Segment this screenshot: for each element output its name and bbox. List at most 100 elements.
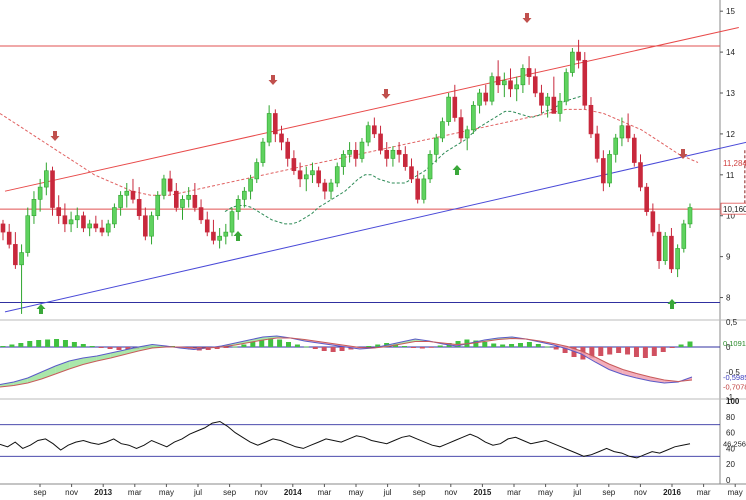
candle-up — [44, 170, 49, 188]
macd-fill — [249, 337, 263, 343]
buy-arrow-icon — [233, 231, 243, 241]
macd-fill — [636, 373, 651, 381]
macd-tick-label: -0,5 — [726, 368, 740, 377]
time-axis-label: sep — [413, 488, 426, 497]
candle-down — [62, 215, 68, 225]
time-axis-label: jul — [193, 488, 202, 497]
candle-down — [576, 51, 581, 61]
macd-histogram-bar — [642, 347, 648, 358]
candle-up — [464, 129, 470, 139]
time-axis-label: nov — [65, 488, 78, 497]
candle-down — [13, 244, 18, 266]
candle-up — [112, 207, 117, 225]
macd-histogram-bar — [482, 342, 488, 347]
candle-down — [56, 207, 62, 217]
candle-down — [644, 186, 649, 212]
candle-down — [0, 223, 6, 233]
candle-up — [502, 80, 507, 86]
macd-fill — [27, 372, 42, 383]
buy-arrow-icon — [667, 299, 677, 309]
candle-up — [248, 178, 253, 192]
macd-histogram-bar — [633, 347, 639, 357]
panel-background — [0, 322, 720, 397]
macd-histogram-bar — [339, 347, 345, 351]
macd-histogram-bar — [348, 347, 354, 350]
candle-up — [365, 125, 371, 143]
oscillator-tick-label: 100 — [726, 397, 740, 406]
macd-histogram-bar — [45, 339, 51, 347]
macd-histogram-bar — [526, 342, 532, 347]
macd-histogram-bar — [303, 346, 309, 348]
candle-down — [143, 215, 148, 237]
macd-fill — [96, 353, 111, 361]
macd-fill — [581, 351, 596, 362]
candle-down — [291, 158, 297, 172]
candle-down — [601, 158, 606, 184]
macd-fill — [55, 361, 70, 374]
macd-histogram-bar — [544, 346, 550, 348]
candle-down — [279, 133, 284, 143]
candle-up — [557, 100, 563, 114]
macd-histogram-bar — [116, 347, 122, 350]
macd-histogram-bar — [473, 340, 479, 347]
candle-up — [217, 235, 222, 241]
macd-fill — [567, 346, 582, 354]
candle-down — [211, 231, 216, 241]
candle-up — [489, 76, 495, 102]
candle-down — [508, 80, 513, 90]
macd-histogram-bar — [268, 338, 274, 347]
macd-tick-label: 0,5 — [726, 318, 738, 327]
time-axis-label: may — [538, 488, 553, 497]
macd-fill — [83, 356, 97, 365]
candle-up — [347, 149, 352, 155]
candle-up — [681, 223, 687, 249]
time-axis-label: 2015 — [474, 488, 492, 497]
candle-up — [520, 68, 526, 86]
macd-fill — [138, 344, 153, 351]
candle-down — [396, 149, 402, 155]
candle-up — [229, 211, 235, 233]
macd-histogram-bar — [366, 346, 372, 347]
candle-up — [440, 121, 445, 139]
candle-up — [155, 194, 161, 217]
time-axis-label: mar — [318, 488, 332, 497]
macd-histogram-bar — [562, 347, 568, 353]
candle-down — [136, 199, 142, 217]
candle-down — [6, 231, 12, 245]
last-price-label: 10,160 — [723, 205, 746, 214]
macd-histogram-bar — [286, 342, 292, 347]
macd-histogram-bar — [660, 347, 666, 352]
time-axis-label: mar — [128, 488, 142, 497]
candle-up — [74, 215, 80, 221]
macd-histogram-bar — [500, 344, 506, 347]
oscillator-tick-label: 0 — [726, 476, 731, 485]
candle-up — [19, 252, 24, 266]
time-axis-label: 2014 — [284, 488, 302, 497]
candle-up — [390, 149, 396, 159]
upper-channel-line — [4, 27, 739, 192]
macd-signal-line — [0, 337, 693, 388]
candle-down — [297, 170, 303, 180]
candle-up — [105, 223, 111, 233]
candle-up — [235, 199, 241, 212]
candle-down — [638, 162, 643, 188]
candle-up — [31, 199, 37, 217]
candle-up — [149, 215, 154, 237]
candle-up — [161, 178, 167, 196]
candle-up — [563, 72, 569, 102]
macd-histogram-bar — [250, 342, 256, 347]
oscillator-tick-label: 60 — [726, 429, 735, 438]
macd-histogram-bar — [241, 344, 247, 347]
macd-histogram-bar — [437, 345, 443, 347]
oscillator-tick-label: 80 — [726, 413, 735, 422]
macd-fill — [622, 369, 637, 378]
candle-down — [173, 190, 179, 208]
macd-fill — [110, 350, 125, 358]
macd-histogram-bar — [98, 347, 104, 348]
macd-histogram-bar — [321, 347, 327, 351]
candles-group — [0, 39, 693, 314]
candle-up — [359, 141, 365, 159]
candle-down — [625, 125, 631, 139]
candle-up — [427, 154, 433, 180]
macd-fill — [595, 357, 609, 370]
